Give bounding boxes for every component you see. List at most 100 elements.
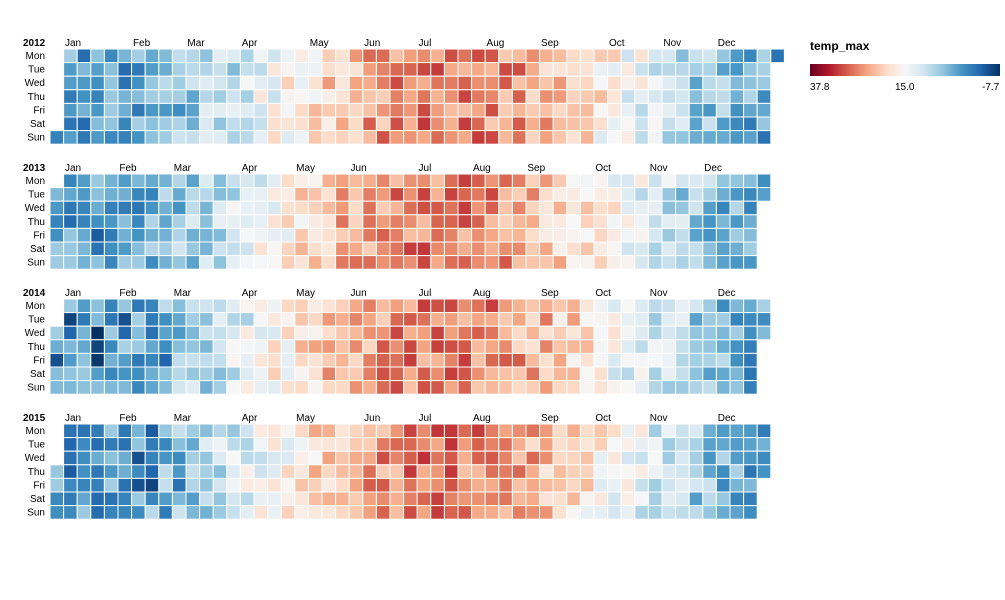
day-cell bbox=[688, 241, 704, 257]
day-label: Wed bbox=[25, 328, 45, 339]
day-cell bbox=[539, 62, 554, 77]
day-cell bbox=[226, 491, 241, 507]
day-cell bbox=[756, 48, 772, 64]
month-label: Mar bbox=[174, 288, 192, 299]
day-cell bbox=[430, 312, 445, 327]
day-cell bbox=[239, 130, 255, 145]
day-cell bbox=[307, 477, 323, 493]
day-cell bbox=[76, 380, 92, 395]
day-cell bbox=[525, 227, 541, 243]
day-cell bbox=[294, 187, 309, 202]
month-label: Jan bbox=[65, 163, 81, 174]
day-cell bbox=[49, 325, 65, 341]
day-cell bbox=[403, 312, 418, 327]
day-cell bbox=[171, 130, 187, 145]
day-cell bbox=[457, 325, 473, 341]
day-cell bbox=[525, 477, 541, 493]
day-cell bbox=[375, 116, 391, 132]
day-cell bbox=[566, 173, 581, 189]
day-cell bbox=[185, 437, 201, 452]
day-cell bbox=[267, 62, 282, 77]
day-cell bbox=[185, 89, 201, 104]
day-cell bbox=[647, 227, 663, 243]
day-cell bbox=[552, 325, 568, 341]
day-cell bbox=[321, 423, 337, 439]
day-cell bbox=[511, 102, 527, 118]
day-label: Wed bbox=[25, 203, 45, 214]
day-cell bbox=[144, 312, 160, 327]
day-cell bbox=[294, 255, 309, 270]
day-cell bbox=[212, 116, 228, 132]
day-cell bbox=[362, 200, 377, 216]
day-cell bbox=[457, 505, 473, 520]
day-cell bbox=[525, 62, 541, 77]
day-cell bbox=[117, 102, 133, 118]
day-cell bbox=[212, 173, 228, 189]
day-cell bbox=[471, 200, 486, 216]
day-cell bbox=[675, 102, 690, 118]
day-cell bbox=[675, 187, 690, 202]
day-cell bbox=[743, 75, 758, 91]
day-cell bbox=[144, 437, 160, 452]
day-cell bbox=[375, 227, 391, 243]
day-cell bbox=[620, 62, 636, 77]
day-cell bbox=[675, 173, 690, 189]
day-cell bbox=[729, 241, 745, 257]
day-cell bbox=[199, 62, 214, 77]
day-cell bbox=[226, 187, 241, 202]
day-cell bbox=[307, 380, 323, 395]
day-cell bbox=[294, 75, 309, 91]
day-cell bbox=[498, 89, 513, 104]
day-cell bbox=[117, 423, 133, 439]
day-cell bbox=[389, 339, 405, 354]
day-cell bbox=[634, 241, 649, 257]
day-cell bbox=[321, 102, 337, 118]
day-cell bbox=[702, 450, 717, 466]
day-cell bbox=[144, 325, 160, 341]
day-cell bbox=[158, 437, 173, 452]
day-cell bbox=[702, 227, 717, 243]
day-cell bbox=[375, 102, 391, 118]
day-cell bbox=[253, 464, 269, 479]
day-cell bbox=[539, 89, 554, 104]
day-cell bbox=[675, 339, 690, 354]
day-cell bbox=[131, 464, 146, 479]
day-cell bbox=[702, 505, 717, 520]
day-cell bbox=[715, 75, 731, 91]
day-cell bbox=[471, 62, 486, 77]
day-cell bbox=[416, 423, 432, 439]
day-cell bbox=[715, 505, 731, 520]
day-cell bbox=[416, 102, 432, 118]
color-legend: temp_max 37.8 15.0 -7.7 bbox=[810, 39, 1000, 93]
day-cell bbox=[199, 48, 214, 64]
day-cell bbox=[620, 102, 636, 118]
day-cell bbox=[471, 437, 486, 452]
day-cell bbox=[715, 325, 731, 341]
day-cell bbox=[253, 116, 269, 132]
day-cell bbox=[634, 491, 649, 507]
day-cell bbox=[389, 102, 405, 118]
day-cell bbox=[239, 339, 255, 354]
day-cell bbox=[239, 491, 255, 507]
day-cell bbox=[743, 339, 758, 354]
day-cell bbox=[63, 325, 78, 341]
day-cell bbox=[103, 89, 119, 104]
day-cell bbox=[239, 464, 255, 479]
day-cell bbox=[579, 187, 595, 202]
day-cell bbox=[389, 89, 405, 104]
day-cell bbox=[607, 89, 622, 104]
day-cell bbox=[552, 380, 568, 395]
day-cell bbox=[620, 227, 636, 243]
day-cell bbox=[498, 366, 513, 382]
day-cell bbox=[702, 380, 717, 395]
day-cell bbox=[158, 491, 173, 507]
day-cell bbox=[566, 380, 581, 395]
day-cell bbox=[158, 366, 173, 382]
day-cell bbox=[430, 241, 445, 257]
day-cell bbox=[76, 173, 92, 189]
day-cell bbox=[117, 298, 133, 314]
day-cell bbox=[185, 48, 201, 64]
day-cell bbox=[199, 187, 214, 202]
day-cell bbox=[280, 200, 296, 216]
